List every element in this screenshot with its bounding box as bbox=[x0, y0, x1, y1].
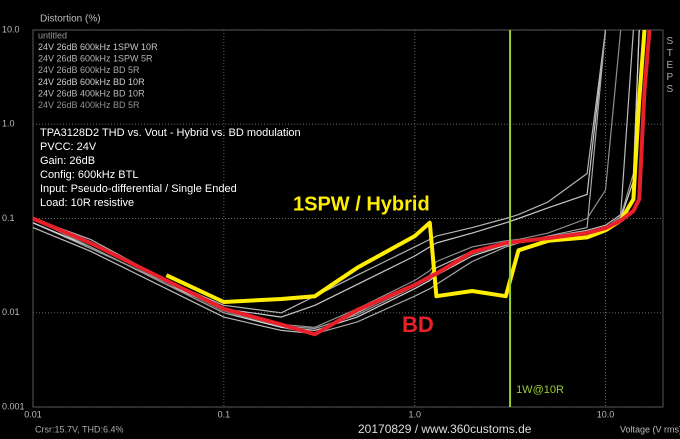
highlight-line bbox=[32, 29, 652, 337]
cursor-readout: Crsr:15.7V, THD:6.4% bbox=[35, 424, 124, 434]
x-tick-label: 0.01 bbox=[24, 409, 42, 419]
x-tick-label: 10.0 bbox=[597, 409, 615, 419]
legend-entry: 24V 26dB 600kHz 1SPW 10R bbox=[38, 42, 158, 52]
chart-title: Distortion (%) bbox=[40, 14, 101, 25]
y-tick-label: 0.1 bbox=[2, 213, 15, 223]
y-tick-label: 0.001 bbox=[2, 401, 25, 411]
x-tick-label: 0.1 bbox=[218, 409, 231, 419]
annotation: PVCC: 24V bbox=[40, 141, 97, 153]
annotation: Load: 10R resistive bbox=[40, 197, 134, 209]
legend-entry: 24V 26dB 400kHz BD 10R bbox=[38, 88, 145, 98]
y-tick-label: 0.01 bbox=[2, 307, 20, 317]
legend-entry: 24V 26dB 400kHz BD 5R bbox=[38, 100, 140, 110]
legend-entry: 24V 26dB 600kHz BD 5R bbox=[38, 65, 140, 75]
y-tick-label: 10.0 bbox=[2, 24, 20, 34]
annotation: Config: 600kHz BTL bbox=[40, 169, 138, 181]
footer: 20170829 / www.360customs.de bbox=[358, 422, 532, 436]
series-line bbox=[32, 29, 622, 328]
annotation: Input: Pseudo-differential / Single Ende… bbox=[40, 183, 237, 195]
legend-entry: untitled bbox=[38, 30, 67, 40]
side-label: STEPS bbox=[664, 36, 675, 96]
y-tick-label: 1.0 bbox=[2, 119, 15, 129]
annotation: TPA3128D2 THD vs. Vout - Hybrid vs. BD m… bbox=[40, 127, 301, 139]
highlight-label: 1SPW / Hybrid bbox=[293, 193, 430, 215]
legend-entry: 24V 26dB 600kHz 1SPW 5R bbox=[38, 54, 153, 64]
legend-entry: 24V 26dB 600kHz BD 10R bbox=[38, 77, 145, 87]
x-tick-label: 1.0 bbox=[408, 409, 421, 419]
highlight-label: BD bbox=[402, 312, 434, 337]
x-axis-label: Voltage (V rms) bbox=[620, 424, 680, 434]
marker-label: 1W@10R bbox=[516, 384, 564, 396]
annotation: Gain: 26dB bbox=[40, 155, 95, 167]
